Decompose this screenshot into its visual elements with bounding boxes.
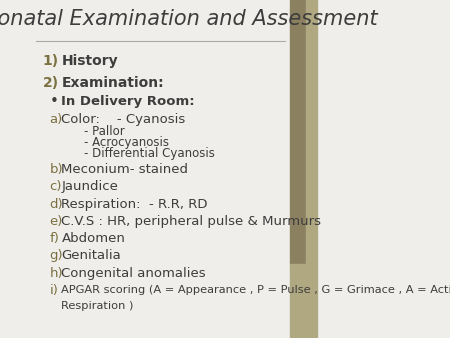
Text: Neonatal Examination and Assessment: Neonatal Examination and Assessment <box>0 8 378 29</box>
Text: History: History <box>62 54 118 68</box>
Bar <box>290 264 306 338</box>
Text: Color:    - Cyanosis: Color: - Cyanosis <box>62 114 186 126</box>
Text: b): b) <box>50 163 63 176</box>
Text: •: • <box>50 94 58 109</box>
Text: In Delivery Room:: In Delivery Room: <box>62 95 195 108</box>
Text: g): g) <box>50 249 63 262</box>
Text: i): i) <box>50 284 58 297</box>
Text: a): a) <box>50 114 63 126</box>
Bar <box>290 0 306 264</box>
Text: Genitalia: Genitalia <box>62 249 121 262</box>
Text: h): h) <box>50 267 63 280</box>
Text: Abdomen: Abdomen <box>62 232 126 245</box>
Text: - Acrocyanosis: - Acrocyanosis <box>84 136 169 149</box>
Text: Examination:: Examination: <box>62 76 164 90</box>
Text: f): f) <box>50 232 59 245</box>
Text: - Pallor: - Pallor <box>84 125 125 138</box>
Text: Jaundice: Jaundice <box>62 180 118 193</box>
Text: 2): 2) <box>43 76 59 90</box>
Text: c): c) <box>50 180 62 193</box>
Bar <box>306 0 316 338</box>
Text: - Differential Cyanosis: - Differential Cyanosis <box>84 147 215 160</box>
Text: 1): 1) <box>43 54 59 68</box>
Text: d): d) <box>50 198 63 211</box>
Text: Respiration ): Respiration ) <box>62 301 134 311</box>
Text: Meconium- stained: Meconium- stained <box>62 163 189 176</box>
Text: e): e) <box>50 215 63 228</box>
Text: APGAR scoring (A = Appearance , P = Pulse , G = Grimace , A = Activity , R =: APGAR scoring (A = Appearance , P = Puls… <box>62 285 450 295</box>
Text: C.V.S : HR, peripheral pulse & Murmurs: C.V.S : HR, peripheral pulse & Murmurs <box>62 215 321 228</box>
Text: Congenital anomalies: Congenital anomalies <box>62 267 206 280</box>
Text: Respiration:  - R.R, RD: Respiration: - R.R, RD <box>62 198 208 211</box>
